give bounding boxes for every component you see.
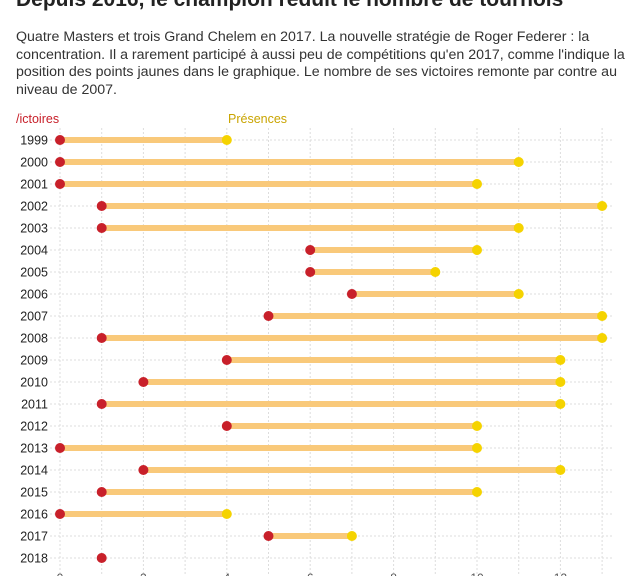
wins-dot xyxy=(96,399,107,409)
wins-dot xyxy=(96,333,107,343)
presence-dot xyxy=(597,333,608,343)
dot-layer xyxy=(55,135,608,563)
year-label: 2000 xyxy=(20,156,48,170)
presence-dot xyxy=(513,223,524,233)
presence-dot xyxy=(472,487,482,497)
presence-dot xyxy=(513,157,524,167)
year-label-layer: 1999 2000 2001 2002 2003 2004 2005 2006 2007 2008… xyxy=(20,134,48,566)
x-tick-label: 12 xyxy=(554,571,568,576)
wins-dot xyxy=(55,157,65,167)
chart-subtitle: Quatre Masters et trois Grand Chelem en … xyxy=(16,29,625,98)
year-label: 2008 xyxy=(20,332,48,346)
wins-dot xyxy=(221,421,232,431)
presence-dot xyxy=(221,135,232,145)
presence-dot xyxy=(555,355,566,365)
year-label: 2004 xyxy=(20,244,48,258)
presence-dot xyxy=(597,201,608,211)
legend-presence-label: Présences xyxy=(228,112,288,126)
wins-dot xyxy=(263,531,274,541)
presence-dot xyxy=(555,465,566,475)
presence-dot xyxy=(555,399,566,409)
wins-dot xyxy=(305,245,316,255)
year-label: 2005 xyxy=(20,266,48,280)
bar-layer xyxy=(60,137,603,539)
wins-dot xyxy=(55,179,65,189)
year-label: 2012 xyxy=(20,420,48,434)
year-label: 2016 xyxy=(20,508,48,522)
x-tick-layer: 0 2 4 6 8 10 12 xyxy=(57,571,568,576)
wins-dot xyxy=(55,443,65,453)
chart-title: Depuis 2016, le champion réduit le nombr… xyxy=(16,0,563,13)
wins-dot xyxy=(138,465,149,475)
grid-layer xyxy=(50,128,612,576)
legend-wins-label: /ictoires xyxy=(16,112,60,126)
year-label: 2003 xyxy=(20,222,48,236)
x-tick-label: 6 xyxy=(307,571,314,576)
year-label: 2002 xyxy=(20,200,48,214)
year-label: 2009 xyxy=(20,354,48,368)
year-label: 2007 xyxy=(20,310,48,324)
presence-dot xyxy=(513,289,524,299)
year-label: 2010 xyxy=(20,376,48,390)
x-tick-label: 8 xyxy=(390,571,397,576)
wins-dot xyxy=(221,355,232,365)
year-label: 1999 xyxy=(20,134,48,148)
x-tick-label: 4 xyxy=(223,571,230,576)
presence-dot xyxy=(472,421,482,431)
wins-dot xyxy=(96,487,107,497)
wins-dot xyxy=(138,377,149,387)
year-label: 2006 xyxy=(20,288,48,302)
wins-dot xyxy=(55,509,65,519)
presence-dot xyxy=(221,509,232,519)
wins-dot xyxy=(305,267,316,277)
wins-dot xyxy=(96,201,107,211)
year-label: 2011 xyxy=(21,398,48,412)
wins-dot xyxy=(263,311,274,321)
presence-dot xyxy=(555,377,566,387)
year-label: 2015 xyxy=(20,486,48,500)
year-label: 2018 xyxy=(20,552,48,566)
wins-dot xyxy=(96,553,107,563)
presence-dot xyxy=(472,443,482,453)
x-tick-label: 2 xyxy=(140,571,147,576)
wins-dot xyxy=(96,223,107,233)
x-tick-label: 0 xyxy=(57,571,64,576)
year-label: 2017 xyxy=(20,530,48,544)
presence-dot xyxy=(430,267,441,277)
presence-dot xyxy=(597,311,608,321)
x-tick-label: 10 xyxy=(470,571,484,576)
year-label: 2013 xyxy=(20,442,48,456)
presence-dot xyxy=(472,245,482,255)
year-label: 2001 xyxy=(20,178,48,192)
presence-dot xyxy=(472,179,482,189)
wins-dot xyxy=(55,135,65,145)
presence-dot xyxy=(346,531,357,541)
year-label: 2014 xyxy=(20,464,48,478)
wins-dot xyxy=(346,289,357,299)
